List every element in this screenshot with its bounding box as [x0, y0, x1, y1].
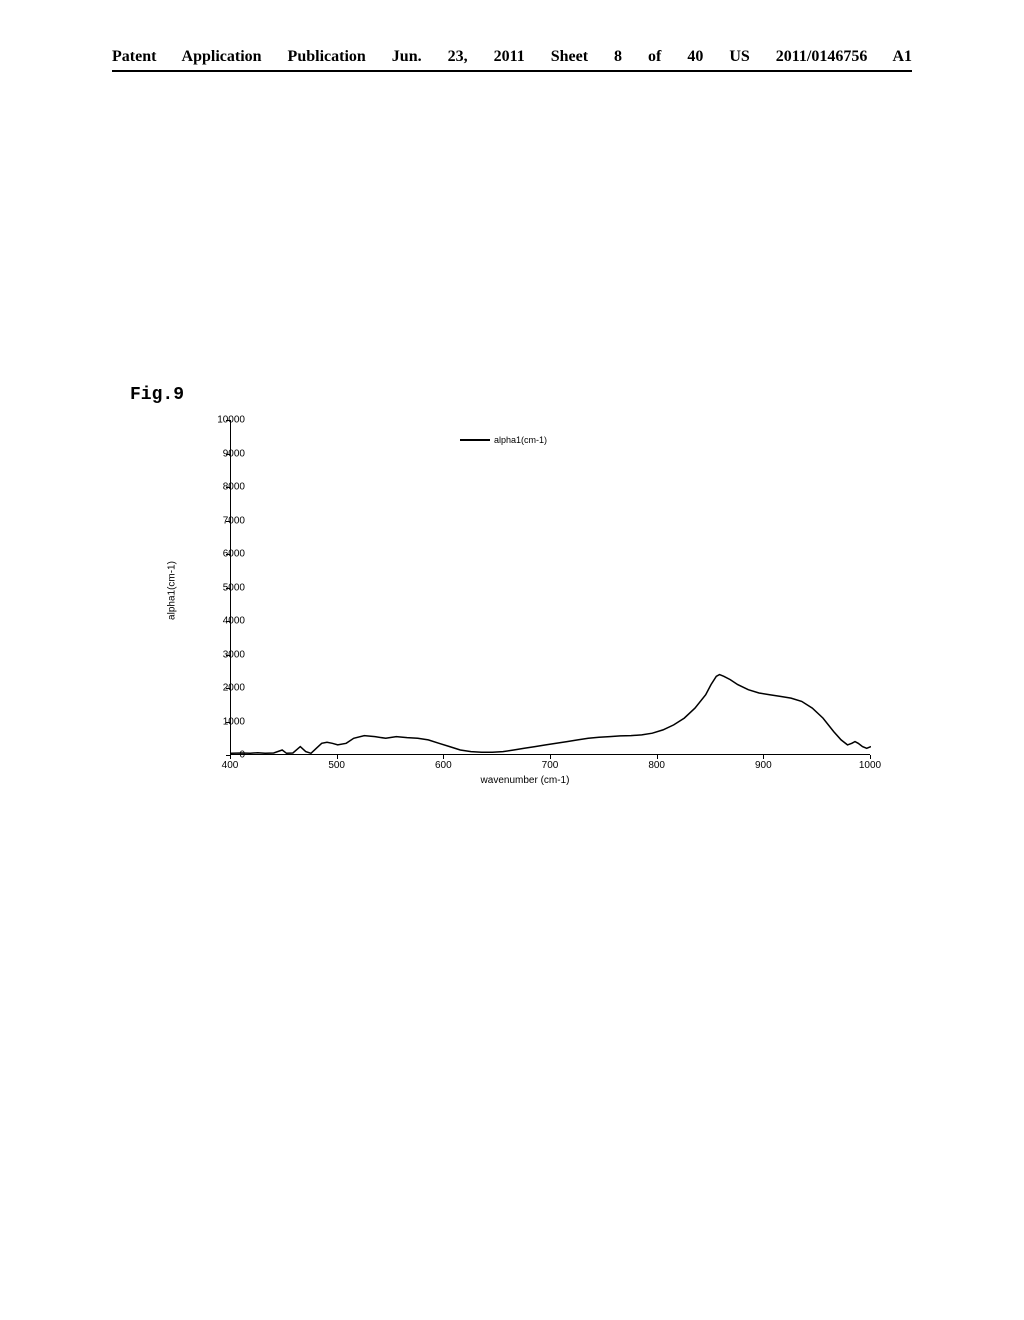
x-tick-label: 700 — [542, 760, 559, 771]
y-tick-mark — [226, 454, 230, 455]
chart-container: alpha1(cm-1) alpha1(cm-1) wavenumber (cm… — [160, 405, 890, 795]
x-tick-label: 1000 — [859, 760, 881, 771]
x-tick-label: 800 — [648, 760, 665, 771]
x-tick-label: 900 — [755, 760, 772, 771]
header-right: US 2011/0146756 A1 — [729, 48, 912, 65]
y-tick-mark — [226, 655, 230, 656]
header-rule — [112, 70, 912, 72]
chart-line-curve — [231, 420, 871, 755]
y-tick-mark — [226, 688, 230, 689]
chart-legend: alpha1(cm-1) — [460, 435, 547, 445]
x-tick-mark — [870, 755, 871, 759]
chart-plot-area — [230, 420, 870, 755]
legend-line-icon — [460, 439, 490, 441]
legend-label: alpha1(cm-1) — [494, 435, 547, 445]
x-tick-mark — [550, 755, 551, 759]
header-left: Patent Application Publication — [112, 48, 366, 65]
x-tick-label: 600 — [435, 760, 452, 771]
y-tick-label: 10000 — [217, 415, 245, 426]
y-tick-mark — [226, 722, 230, 723]
y-tick-mark — [226, 521, 230, 522]
y-tick-mark — [226, 420, 230, 421]
x-tick-mark — [337, 755, 338, 759]
x-tick-mark — [657, 755, 658, 759]
x-tick-label: 500 — [328, 760, 345, 771]
x-tick-mark — [443, 755, 444, 759]
y-tick-mark — [226, 487, 230, 488]
x-tick-mark — [230, 755, 231, 759]
x-tick-mark — [763, 755, 764, 759]
page-header: Patent Application Publication Jun. 23, … — [0, 48, 1024, 66]
y-tick-label: 0 — [239, 750, 245, 761]
x-tick-label: 400 — [222, 760, 239, 771]
y-axis-label: alpha1(cm-1) — [167, 561, 178, 620]
header-center: Jun. 23, 2011 Sheet 8 of 40 — [392, 48, 704, 65]
figure-label: Fig.9 — [130, 385, 184, 405]
y-tick-mark — [226, 621, 230, 622]
y-tick-mark — [226, 588, 230, 589]
header-text: Patent Application Publication Jun. 23, … — [112, 48, 912, 66]
y-tick-mark — [226, 554, 230, 555]
x-axis-label: wavenumber (cm-1) — [481, 775, 570, 786]
